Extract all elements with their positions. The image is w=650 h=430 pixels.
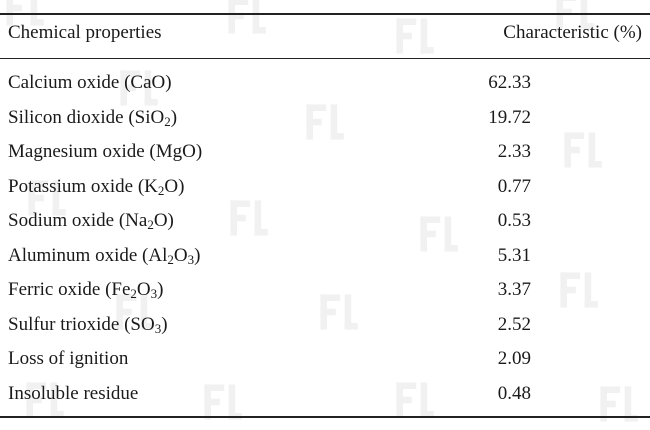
subscript-text: 2 [147,217,154,232]
name-text: ) [157,279,164,300]
property-name-cell: Calcium oxide (CaO) [8,71,172,95]
characteristic-value-cell: 2.09 [497,348,531,369]
name-text: Potassium oxide (K [8,175,158,197]
table-row: Potassium oxide (K2O) 0.77 [0,174,650,209]
property-name-cell: Potassium oxide (K2O) [8,175,184,199]
characteristic-value-cell: 0.53 [497,210,531,231]
property-name-cell: Insoluble residue [8,382,138,406]
table-bottom-rule [0,416,650,418]
subscript-text: 3 [154,320,162,336]
watermark-logo-icon [396,18,434,54]
subscript-text: 2 [130,286,137,301]
table-body: Calcium oxide (CaO) 62.33 Silicon dioxide … [0,70,650,415]
table-row: Magnesium oxide (MgO) 2.33 [0,139,650,174]
watermark-logo-icon [228,0,266,34]
subscript-text: 3 [150,286,158,301]
table-row: Calcium oxide (CaO) 62.33 [0,70,650,105]
name-text: ) [170,106,178,128]
characteristic-value-cell: 5.31 [497,244,531,266]
characteristic-value-cell: 19.72 [488,106,531,128]
property-name-cell: Sodium oxide (Na2O) [8,209,174,233]
property-name-cell: Magnesium oxide (MgO) [8,140,202,164]
property-name-cell: Sulfur trioxide (SO3) [8,313,168,337]
table-row: Silicon dioxide (SiO2) 19.72 [0,105,650,140]
name-text: O [173,244,188,266]
subscript-text: 2 [167,251,174,267]
column-header-characteristic: Characteristic (%) [503,22,642,43]
table-row: Sulfur trioxide (SO3) 2.52 [0,312,650,347]
characteristic-value-cell: 0.77 [497,175,531,197]
subscript-text: 2 [157,182,165,198]
table-row: Sodium oxide (Na2O) 0.53 [0,208,650,243]
name-text: ) [161,313,168,335]
property-name-cell: Loss of ignition [8,347,128,371]
name-text: Loss of ignition [8,348,129,369]
subscript-text: 2 [164,113,171,129]
table-top-rule [0,13,650,15]
characteristic-value-cell: 2.33 [497,141,531,162]
name-text: Sulfur trioxide (SO [8,313,155,335]
header-divider-rule [0,58,650,60]
property-name-cell: Silicon dioxide (SiO2) [8,106,177,130]
table-row: Aluminum oxide (Al2O3) 5.31 [0,243,650,278]
table-row: Loss of ignition 2.09 [0,346,650,381]
characteristic-value-cell: 0.48 [497,382,531,404]
name-text: Insoluble residue [8,382,139,404]
name-text: Magnesium oxide (MgO) [8,141,203,162]
characteristic-value-cell: 62.33 [488,72,531,93]
characteristic-value-cell: 3.37 [497,279,531,300]
name-text: Sodium oxide (Na [8,210,148,231]
name-text: Calcium oxide (CaO) [8,72,172,93]
name-text: ) [194,244,201,266]
name-text: Ferric oxide (Fe [8,279,131,300]
characteristic-value-cell: 2.52 [497,313,531,335]
name-text: Aluminum oxide (Al [8,244,168,266]
column-header-property: Chemical properties [8,22,162,43]
table-row: Ferric oxide (Fe2O3) 3.37 [0,277,650,312]
name-text: O [136,279,151,300]
subscript-text: 3 [187,251,195,267]
property-name-cell: Aluminum oxide (Al2O3) [8,244,200,268]
name-text: Silicon dioxide (SiO [8,106,165,128]
name-text: O) [164,175,185,197]
name-text: O) [153,210,174,231]
table-row: Insoluble residue 0.48 [0,381,650,416]
property-name-cell: Ferric oxide (Fe2O3) [8,278,163,302]
